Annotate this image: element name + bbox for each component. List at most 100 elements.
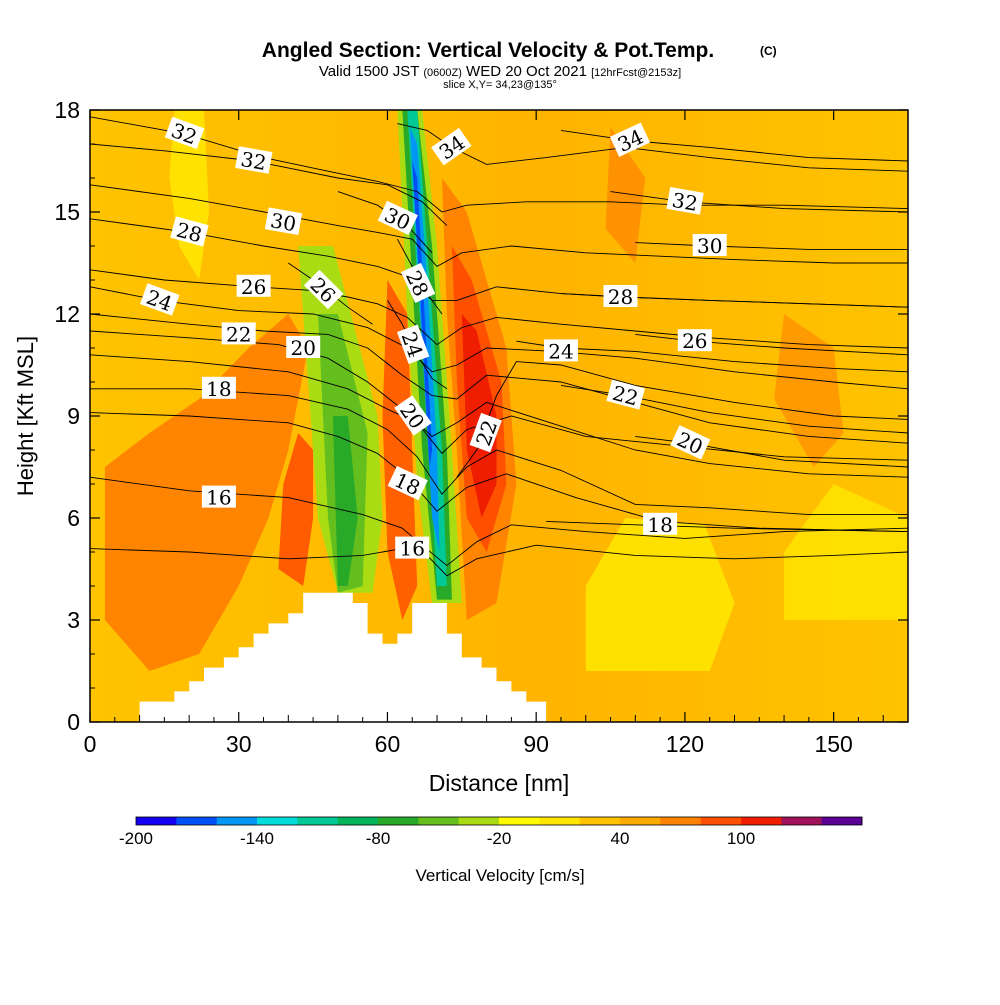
valid-time: Valid 1500 JST	[319, 63, 419, 80]
colorbar-tick-label: 40	[611, 829, 630, 848]
colorbar-swatch	[700, 817, 742, 825]
colorbar-swatch	[418, 817, 460, 825]
label-text: 26	[241, 275, 266, 299]
colorbar-swatch	[741, 817, 782, 825]
label-box	[221, 322, 256, 345]
isentrope-label-26-16: 26	[677, 329, 712, 353]
label-box	[235, 146, 273, 174]
y-tick-label: 3	[67, 607, 80, 633]
isentrope-18-4	[546, 520, 908, 533]
label-box	[400, 262, 436, 304]
label-box	[303, 269, 344, 310]
colorbar-swatch	[257, 817, 298, 825]
slice-info: slice X,Y= 34,23@135°	[443, 79, 557, 91]
label-box	[236, 274, 271, 297]
valid-date: WED 20 Oct 2021	[466, 63, 587, 80]
valid-line: Valid 1500 JST (0600Z) WED 20 Oct 2021 […	[319, 63, 681, 80]
isentrope-22-8	[90, 313, 908, 444]
isentrope-32-25	[610, 191, 908, 213]
label-box	[643, 512, 678, 535]
isentrope-label-16-0: 16	[201, 485, 236, 510]
label-box	[170, 216, 209, 247]
colorbar-label: Vertical Velocity [cm/s]	[415, 866, 584, 885]
isentrope-label-22-10: 22	[606, 379, 645, 410]
isentrope-34-27	[560, 129, 908, 162]
colorbar-frame	[135, 816, 863, 826]
label-text: 28	[608, 285, 633, 309]
isentrope-22-10	[560, 384, 908, 434]
label-box	[140, 283, 180, 316]
colorbar-swatch	[821, 817, 863, 825]
colorbar-swatch	[539, 817, 581, 825]
label-text: 32	[670, 188, 699, 216]
label-box	[603, 285, 638, 307]
label-box	[164, 116, 205, 150]
downdraft-band-core	[332, 416, 358, 586]
axes: 0 30 60 90 120 150 0 3 6 9 12 15 18	[54, 97, 908, 757]
colorbar-swatch	[297, 817, 339, 825]
x-tick-label: 30	[226, 731, 252, 757]
copyright-mark: (C)	[760, 44, 777, 58]
colorbar: -200 -140 -80 -20 40 100	[119, 816, 863, 848]
isentrope-label-30-22: 30	[692, 234, 727, 258]
isentrope-30-22	[635, 242, 908, 250]
forecast-info: [12hrFcst@2153z]	[591, 67, 681, 79]
label-box	[544, 339, 578, 362]
colorbar-swatch	[660, 817, 702, 825]
isentrope-label-22-8: 22	[221, 322, 256, 346]
label-box	[264, 207, 303, 236]
y-tick-label: 12	[54, 301, 80, 327]
x-tick-label: 90	[523, 731, 549, 757]
warm-patch-upper	[605, 127, 646, 263]
isentrope-26-16	[635, 333, 908, 356]
isentrope-label-18-4: 18	[643, 512, 678, 537]
isentrope-16-1	[90, 544, 908, 577]
y-tick-label: 9	[67, 403, 80, 429]
label-box	[609, 122, 651, 157]
label-text: 26	[682, 329, 707, 353]
isentrope-label-20-7: 20	[670, 425, 711, 459]
label-text: 18	[206, 377, 231, 401]
colorbar-swatch	[176, 817, 218, 825]
isentrope-label-22-9: 22	[469, 412, 502, 453]
x-axis-label: Distance [nm]	[429, 770, 570, 796]
velocity-field	[90, 110, 908, 722]
isentrope-label-26-14: 26	[236, 274, 271, 299]
updraft-stripe	[382, 280, 418, 620]
label-box	[201, 376, 236, 399]
label-text: 30	[269, 208, 298, 236]
colorbar-tick-label: -200	[119, 829, 153, 848]
weak-band-far-right	[784, 484, 908, 620]
isentrope-label-24-13: 24	[544, 339, 578, 363]
isentrope-20-7	[635, 435, 908, 468]
isentrope-16-0	[90, 476, 908, 567]
label-text: 22	[226, 322, 251, 346]
label-box	[286, 336, 321, 358]
colorbar-swatch	[620, 817, 661, 825]
label-box	[677, 329, 712, 352]
label-box	[396, 324, 430, 364]
label-box	[431, 127, 472, 166]
valid-utc: (0600Z)	[423, 67, 462, 79]
isentrope-label-28-19: 28	[603, 285, 638, 309]
colorbar-swatch	[136, 817, 177, 825]
chart-title: Angled Section: Vertical Velocity & Pot.…	[262, 39, 714, 62]
label-text: 18	[647, 513, 672, 537]
weak-band-right	[585, 518, 735, 671]
isentrope-label-30-20: 30	[264, 207, 303, 236]
label-text: 30	[697, 234, 722, 258]
colorbar-swatch	[378, 817, 419, 825]
isentrope-label-20-5: 20	[286, 336, 321, 360]
colorbar-tick-label: -140	[240, 829, 274, 848]
colorbar-tick-label: -80	[366, 829, 391, 848]
label-box	[606, 379, 645, 410]
isentrope-18-2	[90, 388, 908, 516]
x-tick-label: 60	[375, 731, 401, 757]
isentrope-label-32-24: 32	[235, 146, 273, 175]
label-text: 24	[548, 339, 573, 363]
downdraft-core-5	[412, 161, 433, 467]
y-tick-label: 18	[54, 97, 80, 123]
label-text: 16	[206, 486, 231, 510]
